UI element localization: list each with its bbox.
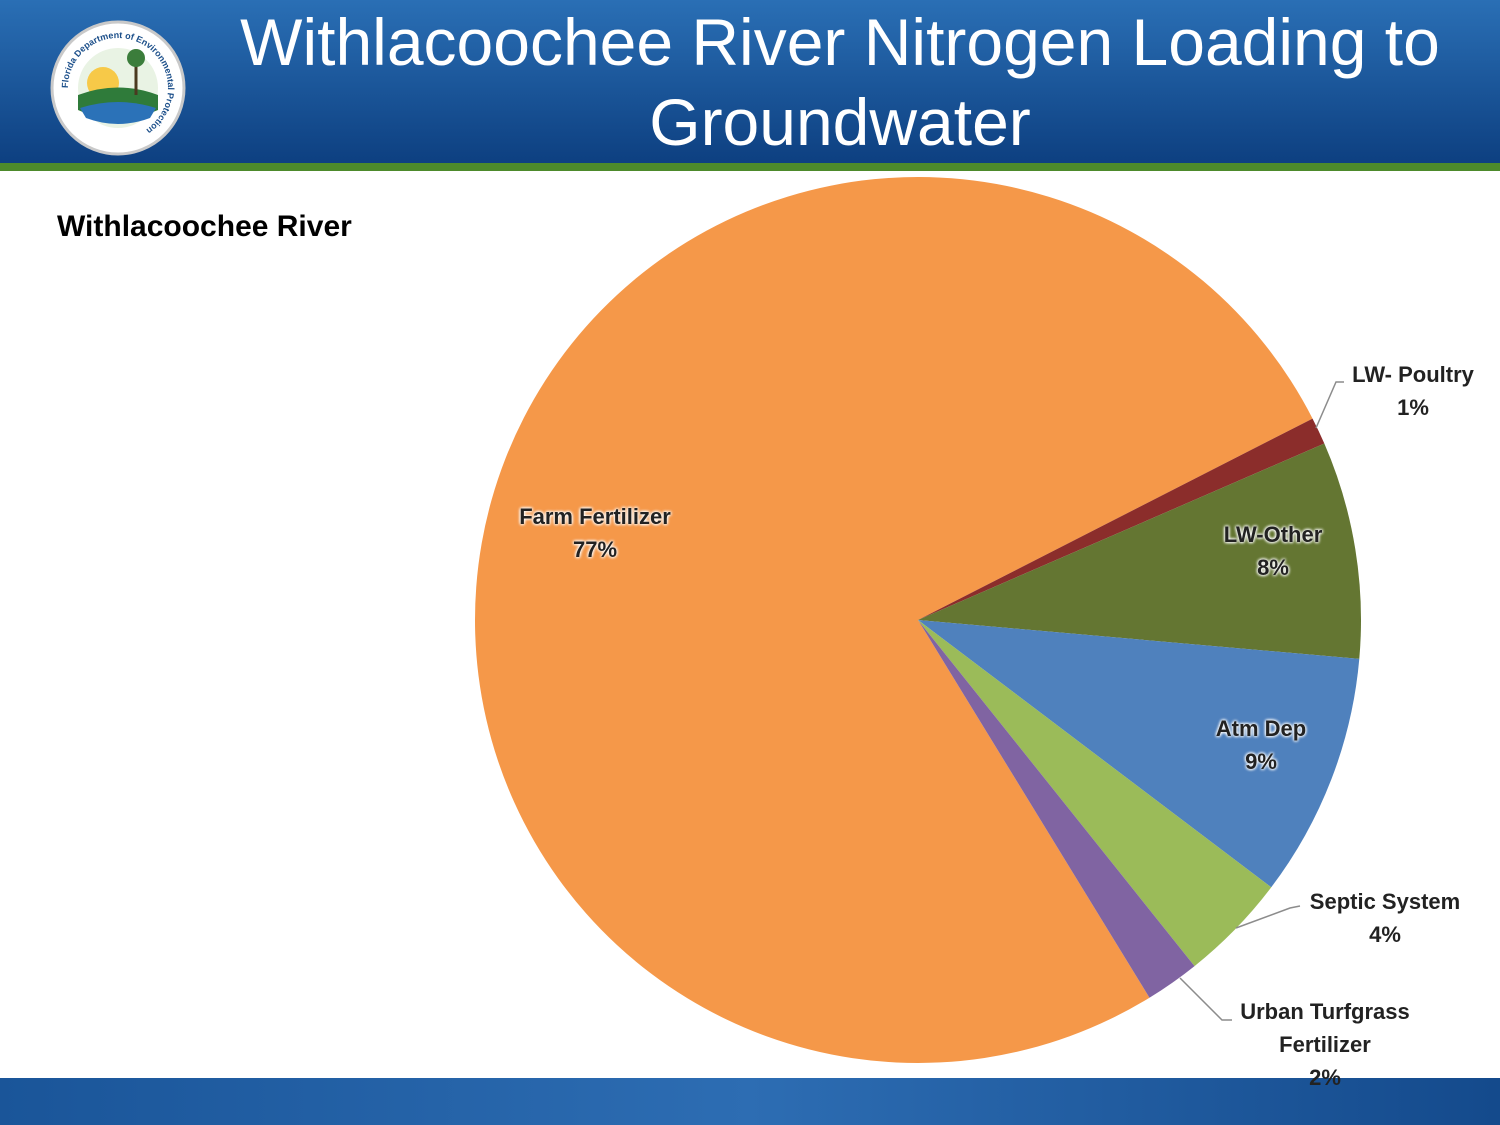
pie-slice <box>918 620 1360 888</box>
pie-slice <box>475 176 1313 1064</box>
slice-label: Farm Fertilizer 77% <box>465 500 725 566</box>
slice-label: Urban Turfgrass Fertilizer 2% <box>1225 995 1425 1094</box>
slice-name: Urban Turfgrass Fertilizer <box>1240 999 1410 1057</box>
pie-slice <box>918 443 1361 659</box>
logo: Florida Department of Environmental Prot… <box>50 20 186 156</box>
slice-label: LW-Other 8% <box>1173 518 1373 584</box>
slice-name: Septic System <box>1309 889 1461 914</box>
pie-slice <box>918 418 1325 620</box>
slice-value: 1% <box>1397 395 1429 420</box>
header-band <box>0 0 1500 165</box>
slice-name: Farm Fertilizer <box>519 504 671 529</box>
footer-band <box>0 1078 1500 1125</box>
header-rule <box>0 163 1500 171</box>
chart-title: Withlacoochee River <box>57 210 352 243</box>
slice-label: Septic System 4% <box>1275 885 1495 951</box>
slice-name: LW-Other <box>1223 522 1323 547</box>
slice-value: 2% <box>1309 1065 1341 1090</box>
slice-label: LW- Poultry 1% <box>1283 358 1500 424</box>
slice-value: 8% <box>1257 555 1289 580</box>
leader-line <box>1179 977 1232 1021</box>
pie-slice <box>918 620 1272 967</box>
slice-value: 9% <box>1245 749 1277 774</box>
pie-slice <box>918 620 1195 998</box>
leader-line <box>1235 905 1301 929</box>
slice-name: Atm Dep <box>1215 716 1307 741</box>
slice-value: 4% <box>1369 922 1401 947</box>
slice-label: Atm Dep 9% <box>1161 712 1361 778</box>
leader-line <box>1315 381 1344 429</box>
slice-name: LW- Poultry <box>1352 362 1474 387</box>
slice-value: 77% <box>572 537 618 562</box>
slide-title: Withlacoochee River Nitrogen Loading to … <box>240 5 1440 159</box>
